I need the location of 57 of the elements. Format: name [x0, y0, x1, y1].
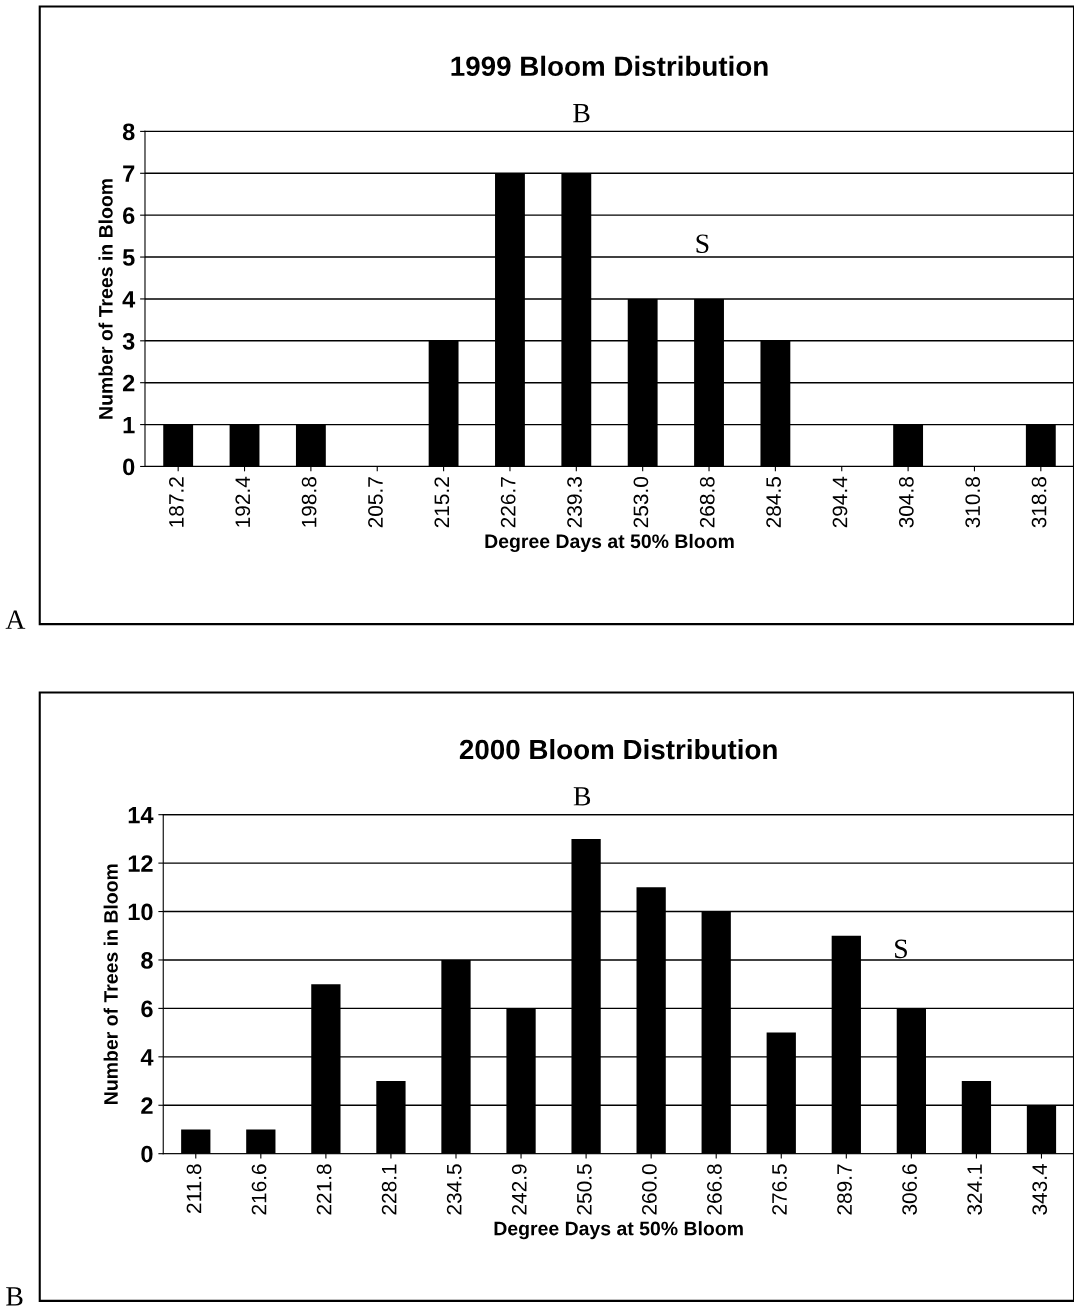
x-tick-label: 289.7 — [837, 1164, 852, 1215]
x-tick-label: 192.4 — [235, 476, 251, 527]
x-axis-title: Degree Days at 50% Bloom — [494, 1221, 743, 1240]
y-tick-label: 2 — [141, 1097, 153, 1114]
x-tick-label: 324.1 — [967, 1164, 983, 1215]
x-tick-label: 234.5 — [446, 1164, 462, 1215]
x-tick-label: 306.6 — [902, 1164, 917, 1215]
x-tick-label: 260.0 — [641, 1164, 657, 1215]
y-tick-label: 8 — [122, 123, 135, 141]
x-tick-label: 215.2 — [434, 477, 450, 528]
y-tick-label: 2 — [122, 374, 135, 392]
y-tick-label: 5 — [122, 249, 135, 266]
y-axis-title: Number of Trees in Bloom — [103, 864, 118, 1104]
y-tick-label: 8 — [141, 952, 153, 969]
x-tick-label: 211.8 — [186, 1164, 202, 1213]
annotation: S — [696, 234, 709, 254]
y-tick-label: 3 — [122, 332, 135, 350]
x-tick-label: 284.5 — [766, 477, 781, 528]
x-tick-label: 187.2 — [169, 477, 184, 527]
x-tick-label: 198.8 — [301, 477, 317, 527]
x-tick-label: 318.8 — [1031, 477, 1047, 528]
y-tick-label: 14 — [128, 806, 154, 824]
chart-title: 2000 Bloom Distribution — [459, 738, 777, 760]
y-tick-label: 6 — [123, 207, 135, 224]
y-tick-label: 6 — [141, 1000, 153, 1018]
x-tick-label: 242.9 — [511, 1164, 527, 1215]
y-tick-label: 1 — [123, 416, 135, 434]
x-tick-label: 266.8 — [707, 1164, 722, 1215]
y-tick-label: 4 — [122, 291, 136, 308]
x-tick-label: 310.8 — [965, 477, 981, 528]
y-tick-label: 7 — [123, 165, 135, 182]
y-tick-label: 12 — [128, 855, 153, 872]
x-tick-label: 205.7 — [368, 477, 383, 528]
x-tick-label: 226.7 — [500, 477, 516, 528]
text: B — [573, 103, 590, 123]
x-axis-title: Degree Days at 50% Bloom — [485, 533, 734, 553]
y-tick-label: 0 — [141, 1145, 153, 1163]
y-tick-label: 10 — [128, 903, 153, 921]
x-tick-label: 228.1 — [381, 1164, 397, 1215]
x-tick-label: 253.0 — [633, 477, 649, 528]
annotation: S — [895, 939, 907, 959]
y-tick-label: 0 — [123, 458, 135, 476]
x-tick-label: 304.8 — [898, 477, 914, 528]
text: A — [5, 610, 26, 629]
x-tick-label: 276.5 — [772, 1164, 787, 1215]
x-tick-label: 221.8 — [316, 1164, 332, 1215]
x-tick-label: 250.5 — [576, 1164, 592, 1215]
text: B — [573, 787, 591, 806]
text: B — [6, 1287, 23, 1306]
x-tick-label: 216.6 — [251, 1164, 267, 1215]
x-tick-label: 294.4 — [832, 476, 848, 528]
x-tick-label: 268.8 — [699, 477, 715, 528]
y-axis-title: Number of Trees in Bloom — [98, 179, 113, 419]
y-tick-label: 4 — [140, 1049, 154, 1066]
x-tick-label: 239.3 — [567, 477, 582, 528]
chart-title: 1999 Bloom Distribution — [451, 55, 768, 77]
x-tick-label: 343.4 — [1032, 1164, 1048, 1215]
